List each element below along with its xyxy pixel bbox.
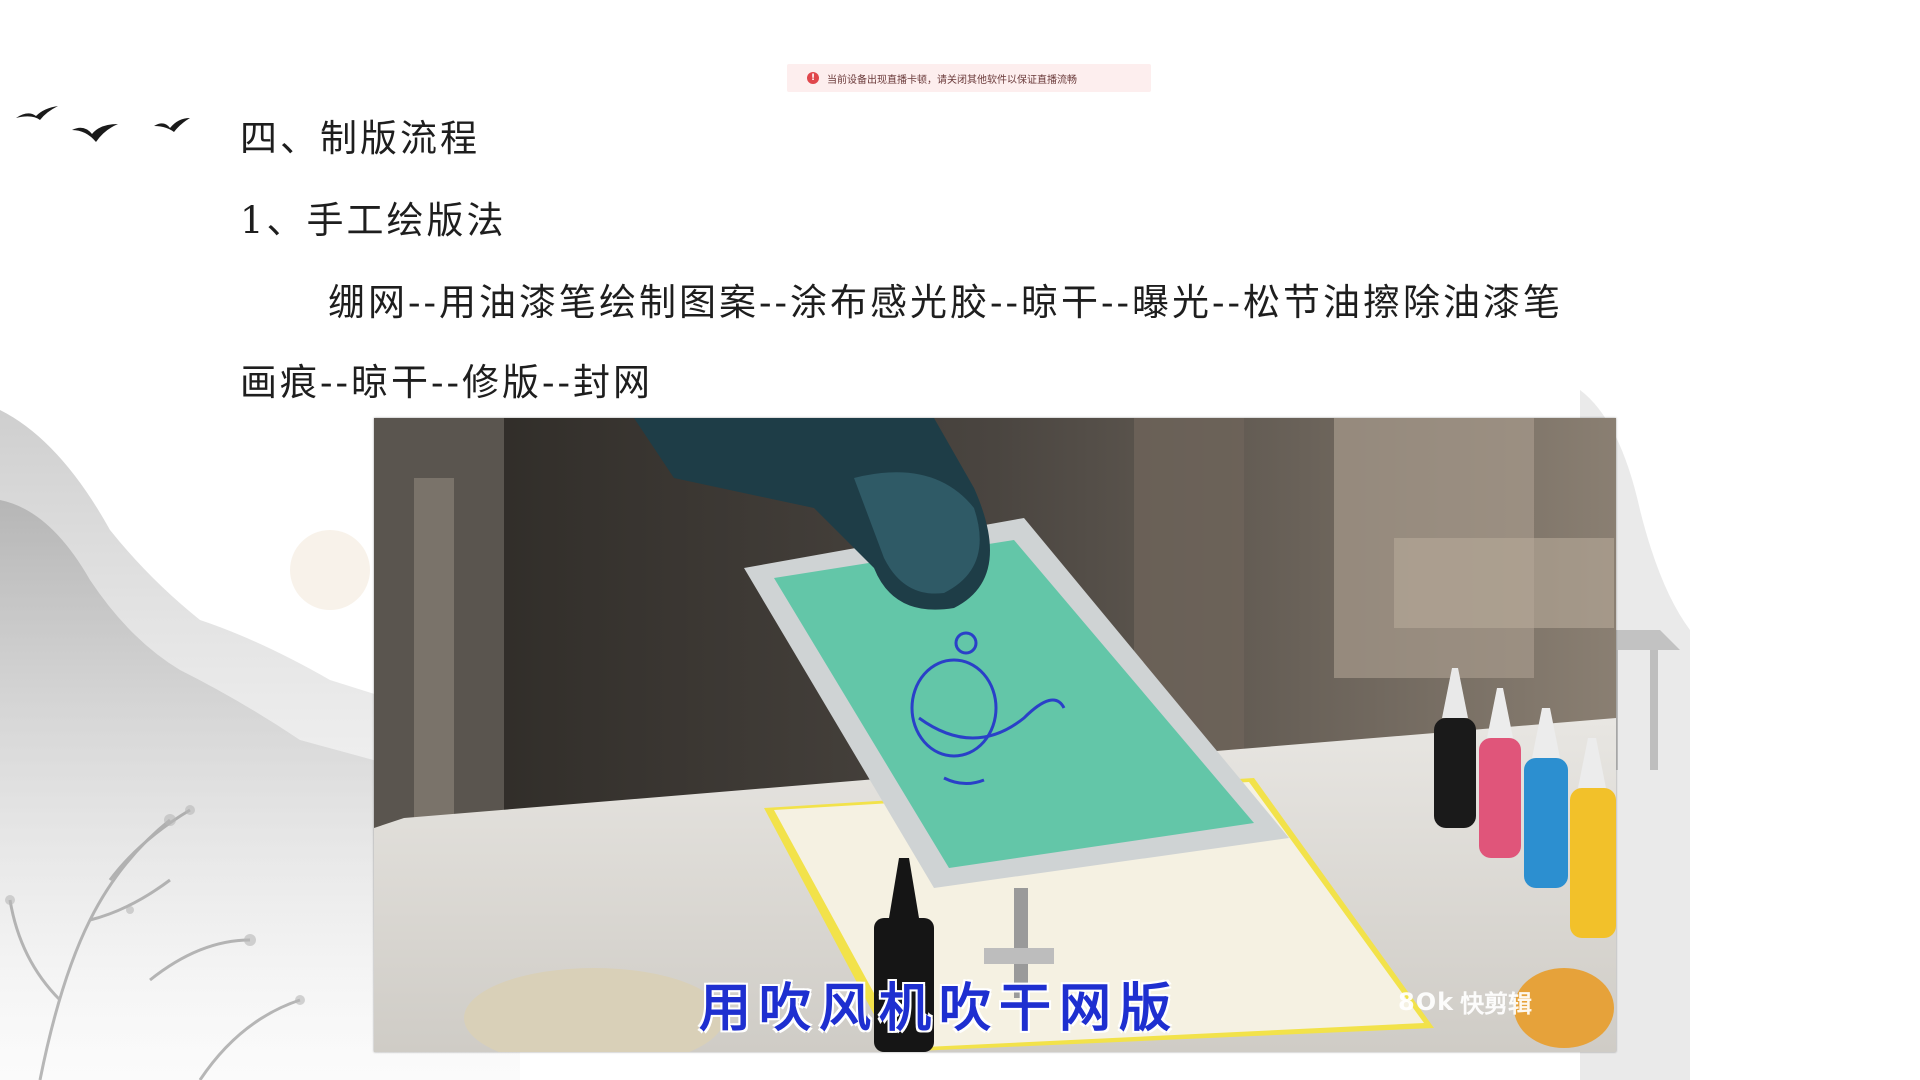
slide-heading: 四、制版流程 bbox=[240, 117, 480, 160]
warning-icon: ! bbox=[807, 72, 819, 84]
video-frame-image bbox=[374, 418, 1616, 1052]
video-watermark: 8Ok 快剪辑 bbox=[1398, 984, 1532, 1019]
slide-subheading: 1、手工绘版法 bbox=[240, 199, 507, 242]
toast-message: 当前设备出现直播卡顿，请关闭其他软件以保证直播流畅 bbox=[827, 74, 1077, 86]
watermark-logo: 8Ok bbox=[1398, 987, 1455, 1016]
birds-decoration bbox=[16, 106, 190, 142]
streaming-warning-toast: ! 当前设备出现直播卡顿，请关闭其他软件以保证直播流畅 bbox=[787, 64, 1151, 92]
process-steps-line-1: 绷网--用油漆笔绘制图案--涂布感光胶--晾干--曝光--松节油擦除油漆笔 bbox=[328, 281, 1564, 324]
process-steps-line-2: 画痕--晾干--修版--封网 bbox=[240, 361, 654, 404]
video-player[interactable]: 用吹风机吹干网版 8Ok 快剪辑 bbox=[374, 418, 1616, 1052]
video-subtitle: 用吹风机吹干网版 bbox=[699, 979, 1180, 1039]
watermark-text: 快剪辑 bbox=[1460, 990, 1533, 1018]
